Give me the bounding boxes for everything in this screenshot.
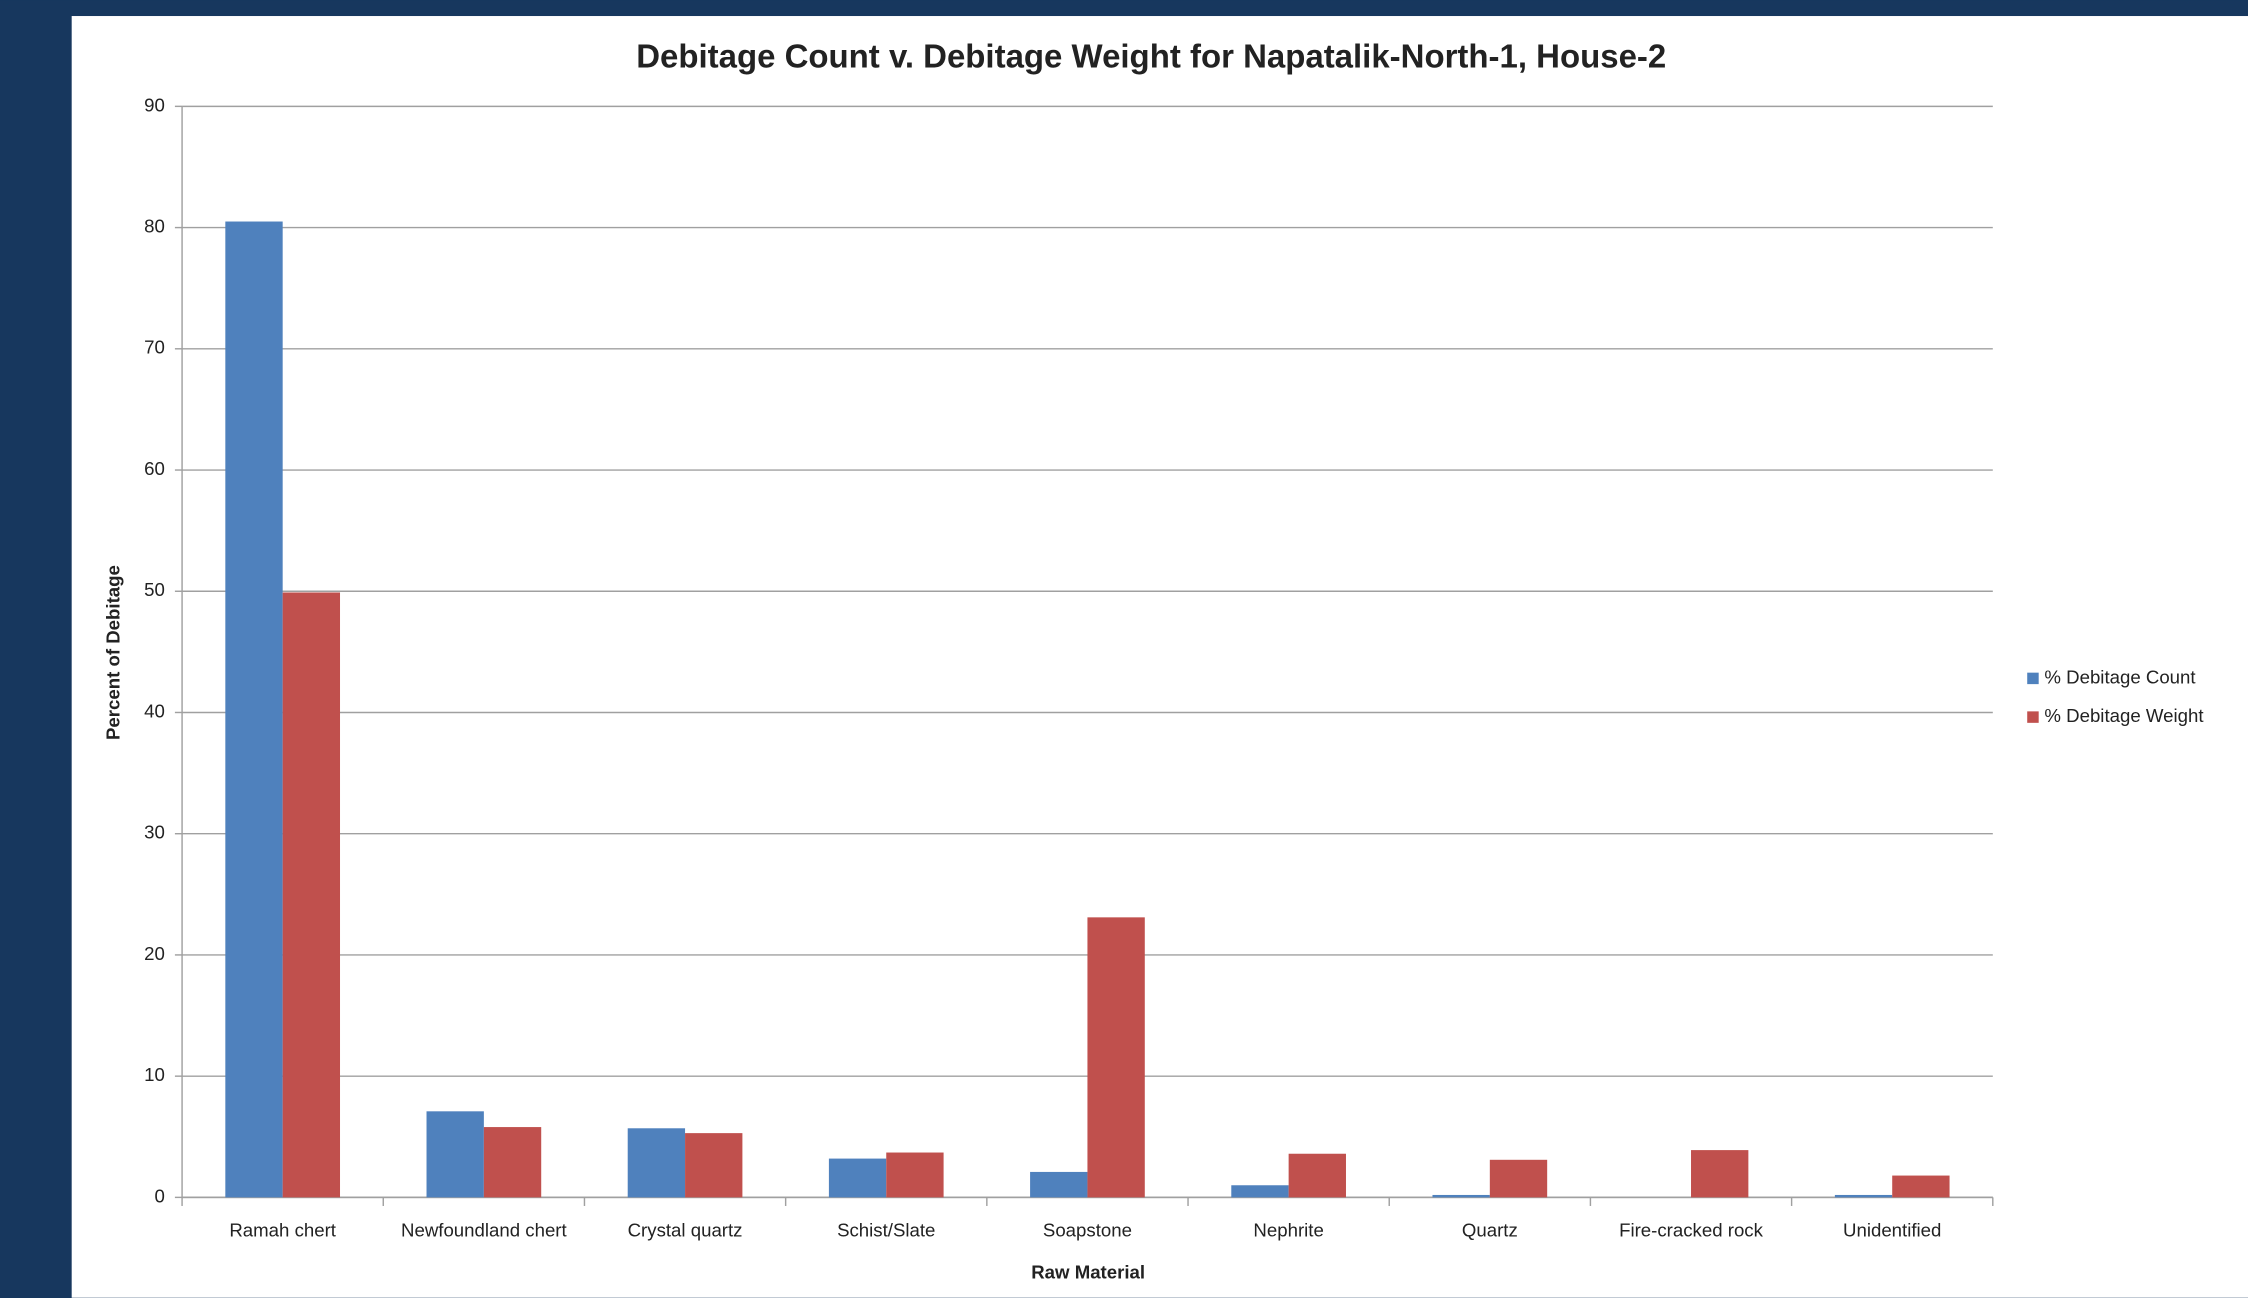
y-tick-label: 70 — [144, 337, 165, 358]
bar — [1087, 917, 1145, 1198]
bar — [685, 1133, 743, 1198]
y-tick-label: 60 — [144, 458, 165, 479]
bar — [1892, 1175, 1950, 1198]
bar — [282, 592, 341, 1198]
y-axis-title: Percent of Debitage — [103, 565, 124, 740]
legend-swatch — [2027, 672, 2039, 685]
bar — [828, 1158, 887, 1198]
x-tick-label: Fire-cracked rock — [1619, 1220, 1764, 1241]
y-tick-label: 80 — [144, 216, 165, 237]
x-tick-label: Soapstone — [1043, 1220, 1132, 1241]
y-tick-label: 20 — [144, 943, 165, 964]
x-tick-label: Ramah chert — [229, 1220, 336, 1241]
bar — [627, 1128, 686, 1198]
bar — [1288, 1153, 1346, 1198]
x-tick-label: Quartz — [1462, 1220, 1518, 1241]
bar — [483, 1127, 542, 1198]
bar — [1432, 1194, 1490, 1198]
bar — [886, 1152, 944, 1198]
bar — [1489, 1159, 1548, 1198]
x-axis-title: Raw Material — [1031, 1261, 1145, 1282]
bar — [1231, 1185, 1289, 1198]
y-tick-label: 50 — [144, 579, 165, 600]
y-tick-label: 90 — [144, 94, 165, 115]
bar — [426, 1111, 484, 1198]
legend-swatch — [2027, 711, 2039, 723]
x-tick-label: Nephrite — [1253, 1220, 1323, 1241]
legend-label: % Debitage Count — [2044, 666, 2196, 687]
bar — [225, 221, 283, 1198]
chart-panel — [71, 16, 2248, 1298]
bar — [1030, 1171, 1088, 1198]
y-tick-label: 40 — [144, 700, 165, 721]
y-tick-label: 10 — [144, 1064, 165, 1085]
x-tick-label: Newfoundland chert — [401, 1220, 567, 1241]
y-tick-label: 0 — [155, 1185, 165, 1206]
x-tick-label: Unidentified — [1843, 1220, 1941, 1241]
x-tick-label: Schist/Slate — [837, 1220, 935, 1241]
x-tick-label: Crystal quartz — [628, 1220, 743, 1241]
bar — [1834, 1194, 1893, 1198]
y-tick-label: 30 — [144, 822, 165, 843]
bar — [1691, 1150, 1749, 1198]
legend-label: % Debitage Weight — [2044, 705, 2204, 726]
chart-title: Debitage Count v. Debitage Weight for Na… — [636, 38, 1666, 75]
